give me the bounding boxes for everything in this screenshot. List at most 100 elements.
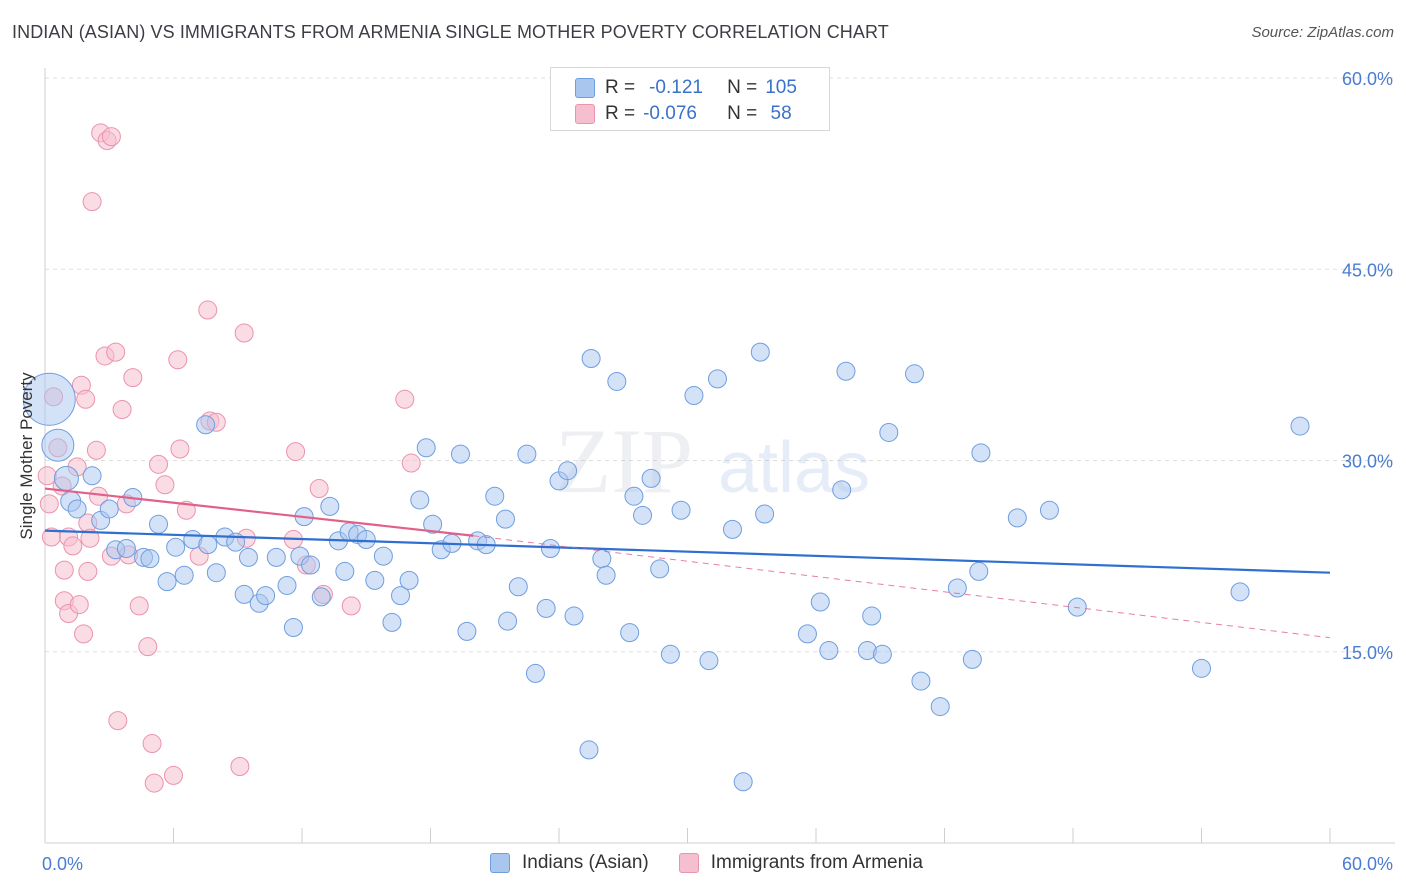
data-point-indians [365, 570, 385, 590]
y-tick-label: 60.0% [1342, 69, 1393, 89]
y-axis-label: Single Mother Poverty [17, 372, 36, 540]
data-point-indians [836, 361, 856, 381]
data-point-indians [930, 697, 950, 717]
data-point-indians [797, 624, 817, 644]
source-credit: Source: ZipAtlas.com [1251, 24, 1394, 41]
series-indians-points [22, 342, 1310, 792]
trend-lines [44, 487, 1331, 639]
data-point-indians [277, 575, 297, 595]
data-point-armenia [234, 323, 254, 343]
data-point-indians [564, 606, 584, 626]
data-point-indians [581, 349, 601, 368]
data-point-indians [755, 504, 775, 524]
data-point-indians [423, 514, 443, 534]
data-point-indians [660, 644, 680, 664]
watermark-zip: ZIP [555, 410, 693, 512]
data-point-indians [174, 565, 194, 585]
legend-item-indians: Indians (Asian) [490, 852, 649, 874]
correlation-legend: R = -0.121 N = 105 R = -0.076 N = 58 [550, 67, 830, 131]
data-point-indians [750, 342, 770, 362]
data-point-indians [373, 546, 393, 566]
legend-swatch-pink [678, 853, 699, 873]
data-point-indians [1230, 582, 1250, 602]
legend-item-armenia: Immigrants from Armenia [678, 852, 923, 874]
y-tick-label: 45.0% [1342, 260, 1393, 280]
data-point-indians [633, 505, 653, 525]
trend-line-indians [44, 529, 1331, 574]
data-point-indians [879, 422, 899, 442]
data-point-indians [498, 611, 518, 631]
data-point-armenia [63, 536, 83, 556]
legend-n-label: N = [727, 103, 758, 124]
data-point-armenia [309, 479, 329, 499]
data-point-indians [356, 530, 376, 550]
data-point-armenia [144, 773, 164, 793]
legend-label-indians: Indians (Asian) [522, 852, 649, 873]
data-point-indians [157, 572, 177, 592]
data-point-armenia [155, 475, 175, 495]
y-tick-label: 30.0% [1342, 452, 1393, 472]
data-point-indians [450, 444, 470, 464]
data-point-armenia [39, 494, 59, 514]
data-point-indians [969, 561, 989, 581]
data-point-indians [495, 509, 515, 529]
data-point-indians [671, 500, 691, 520]
data-point-indians [53, 465, 79, 491]
data-point-indians [1039, 500, 1059, 520]
data-point-indians [1007, 508, 1027, 528]
data-point-indians [399, 570, 419, 590]
trend-extension-armenia [473, 535, 1331, 639]
legend-swatch-pink [575, 104, 595, 124]
data-point-indians [620, 623, 640, 643]
data-point-indians [707, 369, 727, 389]
data-point-armenia [149, 454, 169, 474]
data-point-indians [335, 561, 355, 581]
data-point-armenia [86, 440, 106, 460]
data-point-indians [641, 468, 661, 488]
legend-r-value: -0.076 [643, 103, 697, 124]
data-point-armenia [69, 595, 89, 615]
data-point-indians [149, 514, 169, 534]
data-point-armenia [80, 528, 100, 548]
data-point-indians [196, 415, 216, 435]
legend-n-value: 105 [765, 77, 797, 98]
data-point-indians [684, 385, 704, 405]
data-point-indians [905, 364, 925, 384]
data-point-indians [508, 577, 528, 597]
series-armenia-points [37, 123, 421, 793]
data-point-armenia [37, 466, 57, 486]
data-point-indians [810, 592, 830, 612]
legend-label-armenia: Immigrants from Armenia [710, 852, 923, 873]
data-point-indians [862, 606, 882, 626]
data-point-indians [41, 428, 75, 462]
data-point-indians [579, 740, 599, 760]
x-tick-label: 60.0% [1342, 854, 1393, 874]
data-point-indians [699, 651, 719, 671]
data-point-armenia [341, 596, 361, 616]
data-point-indians [382, 612, 402, 632]
data-point-indians [256, 586, 276, 606]
data-point-indians [457, 621, 477, 641]
x-tick-label: 0.0% [42, 854, 83, 874]
data-point-armenia [112, 400, 132, 419]
legend-r-label: R = [605, 77, 636, 98]
data-point-indians [266, 547, 286, 567]
data-point-armenia [395, 389, 415, 409]
data-point-indians [82, 466, 102, 486]
data-point-indians [624, 486, 644, 506]
data-point-indians [1290, 416, 1310, 436]
data-point-indians [99, 499, 119, 519]
data-point-armenia [170, 439, 190, 459]
data-point-indians [391, 586, 411, 606]
series-legend: Indians (Asian) Immigrants from Armenia [490, 852, 953, 874]
data-point-armenia [106, 342, 126, 362]
data-point-indians [872, 644, 892, 664]
data-point-indians [166, 537, 186, 557]
data-point-indians [238, 547, 258, 567]
data-point-indians [116, 538, 136, 558]
data-point-armenia [142, 734, 162, 754]
data-point-indians [947, 578, 967, 598]
data-point-armenia [230, 757, 250, 776]
data-point-armenia [176, 500, 196, 520]
data-point-indians [733, 772, 753, 792]
